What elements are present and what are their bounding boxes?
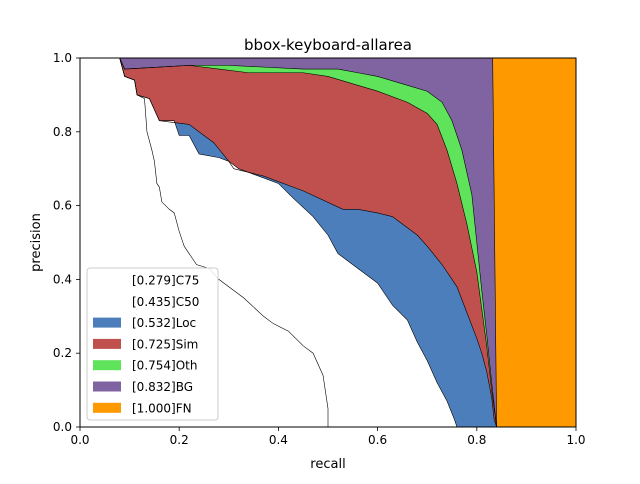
legend-label-0-279-c75: [0.279]C75	[132, 274, 199, 288]
y-axis-ticks: 0.0 0.2 0.4 0.6 0.8 1.0	[53, 51, 80, 434]
x-tick-label: 0.0	[70, 433, 89, 447]
y-tick-label: 1.0	[53, 51, 72, 65]
x-tick-label: 0.8	[467, 433, 486, 447]
legend-swatch-0-832-bg	[93, 381, 121, 392]
legend-label-1-000-fn: [1.000]FN	[132, 401, 192, 415]
legend-swatch-0-532-loc	[93, 317, 121, 328]
x-axis-ticks: 0.0 0.2 0.4 0.6 0.8 1.0	[70, 427, 586, 447]
legend-label-0-532-loc: [0.532]Loc	[132, 316, 196, 330]
legend-swatch-0-435-c50	[93, 296, 121, 307]
legend-label-0-435-c50: [0.435]C50	[132, 295, 199, 309]
y-axis-label: precision	[29, 213, 44, 272]
curve-0-725-sim	[80, 57, 497, 428]
legend: [0.279]C75 [0.435]C50 [0.532]Loc [0.725]Sim…	[86, 267, 219, 421]
legend-swatch-1-000-fn	[93, 402, 121, 413]
curve-0-532-loc	[80, 57, 497, 428]
legend-swatch-0-725-sim	[93, 338, 121, 349]
plot-frame	[79, 57, 577, 428]
legend-label-0-725-sim: [0.725]Sim	[132, 337, 198, 351]
legend-swatch-0-754-oth	[93, 360, 121, 371]
y-tick-label: 0.4	[53, 272, 72, 286]
x-axis-label: recall	[310, 457, 345, 472]
chart-title: bbox-keyboard-allarea	[244, 36, 412, 54]
y-tick-label: 0.8	[53, 125, 72, 139]
curve-0-279-c75	[80, 57, 329, 427]
legend-label-0-832-bg: [0.832]BG	[132, 380, 193, 394]
legend-swatch-0-279-c75	[93, 275, 121, 285]
x-tick-label: 0.6	[368, 433, 387, 447]
x-tick-label: 0.2	[170, 433, 189, 447]
x-tick-label: 1.0	[566, 433, 585, 447]
legend-label-0-754-oth: [0.754]Oth	[132, 359, 197, 373]
y-tick-label: 0.2	[53, 346, 72, 360]
curve-0-754-oth	[80, 57, 497, 428]
y-tick-label: 0.6	[53, 199, 72, 213]
x-tick-label: 0.4	[269, 433, 288, 447]
y-tick-label: 0.0	[53, 420, 72, 434]
